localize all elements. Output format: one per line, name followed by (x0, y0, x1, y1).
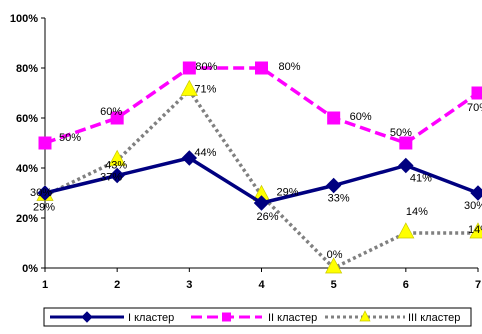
x-axis: 1 2 3 4 5 6 7 (42, 267, 481, 291)
data-point-marker (398, 157, 414, 174)
series-2 (38, 61, 482, 150)
data-point-marker (399, 136, 413, 150)
data-label: 80% (279, 61, 301, 73)
data-label: 50% (59, 132, 81, 144)
data-label: 70% (467, 102, 482, 114)
data-point-marker (180, 79, 198, 96)
data-point-marker (37, 185, 53, 201)
y-tick-label: 80% (16, 63, 38, 75)
legend-label: III кластер (408, 312, 460, 324)
legend-label: II кластер (268, 312, 317, 324)
data-label: 71% (194, 84, 216, 96)
x-tick-label: 5 (331, 279, 337, 291)
x-tick-label: 4 (258, 279, 265, 291)
y-tick-label: 0% (22, 263, 38, 275)
legend-swatch-marker (222, 312, 231, 322)
legend-swatch-marker (359, 310, 371, 322)
data-point-marker (255, 61, 268, 75)
legend: I кластер II кластер III кластер (43, 307, 472, 327)
legend-swatch-marker (81, 311, 93, 323)
data-point-marker (38, 136, 52, 150)
data-point-marker (470, 185, 482, 201)
y-tick-label: 100% (10, 13, 38, 25)
legend-label: I кластер (128, 312, 174, 324)
data-point-marker (182, 61, 196, 75)
y-tick-label: 60% (16, 113, 38, 125)
data-point-marker (325, 257, 343, 274)
data-point-marker (327, 111, 341, 125)
data-label: 43% (105, 160, 127, 172)
x-tick-label: 6 (403, 279, 409, 291)
series-1 (37, 150, 482, 211)
series-layer (36, 61, 482, 274)
data-point-marker (109, 167, 125, 184)
data-label: 80% (195, 61, 217, 73)
data-point-marker (253, 195, 270, 211)
data-label: 29% (33, 202, 55, 214)
data-label: 37% (100, 172, 122, 184)
data-label: 14% (406, 206, 428, 218)
y-tick-label: 20% (16, 213, 38, 225)
data-label: 14% (468, 224, 482, 236)
data-point-marker (108, 149, 126, 166)
data-label: 50% (390, 127, 412, 139)
data-label: 26% (257, 211, 279, 223)
data-point-marker (110, 111, 124, 125)
y-tick-label: 40% (16, 163, 38, 175)
data-label: 60% (100, 106, 122, 118)
data-label: 30% (30, 187, 52, 199)
data-label: 44% (194, 147, 216, 159)
data-point-marker (325, 177, 342, 194)
data-point-marker (397, 222, 415, 239)
x-tick-label: 3 (186, 279, 192, 291)
data-point-marker (469, 222, 482, 239)
data-label: 60% (350, 111, 372, 123)
data-label: 29% (277, 187, 299, 199)
data-label: 33% (328, 193, 350, 205)
data-label: 41% (410, 173, 432, 185)
x-tick-label: 1 (42, 279, 48, 291)
data-labels: 30% 37% 44% 26% 33% 41% 30% 50% 60% 80% 80% 60% 50% 7… (30, 61, 482, 261)
y-axis: 0% 20% 40% 60% 80% 100% (10, 13, 46, 275)
data-point-marker (471, 86, 482, 100)
x-tick-label: 2 (114, 279, 120, 291)
data-label: 0% (327, 249, 343, 261)
data-point-marker (181, 150, 198, 166)
x-tick-label: 7 (475, 279, 481, 291)
data-label: 30% (464, 200, 482, 212)
